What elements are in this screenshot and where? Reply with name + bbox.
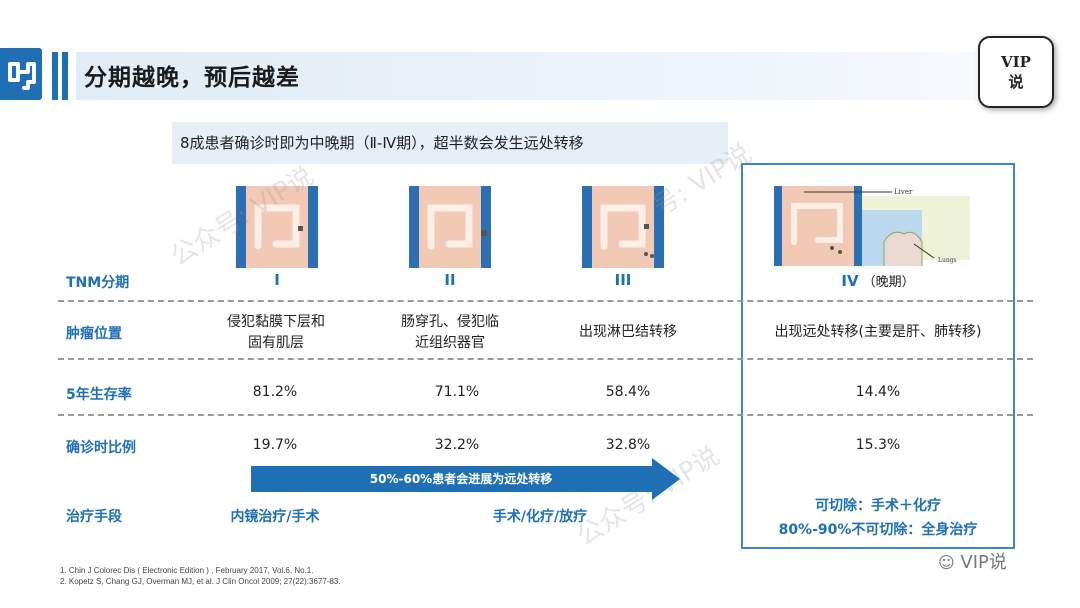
survival-stage3: 58.4% bbox=[605, 384, 651, 400]
wechat-label: VIP说 bbox=[960, 552, 1007, 573]
wechat-footer: ☺ VIP说 bbox=[938, 548, 1007, 574]
stage-IV: IV bbox=[841, 272, 859, 290]
location-stage2: 肠穿孔、侵犯临 近组织器官 bbox=[370, 312, 530, 354]
proportion-stage1: 19.7% bbox=[252, 437, 298, 453]
stage4-highlight-frame bbox=[741, 163, 1015, 549]
proportion-stage4: 15.3% bbox=[855, 437, 901, 453]
location-stage4: 出现远处转移(主要是肝、肺转移) bbox=[774, 324, 982, 340]
row-label-treatment: 治疗手段 bbox=[66, 509, 122, 525]
colon-stage1-image bbox=[236, 186, 318, 268]
page-title: 分期越晚，预后越差 bbox=[84, 65, 300, 91]
header-bar bbox=[76, 52, 976, 100]
header-accent-bar bbox=[62, 52, 68, 100]
vip-badge: VIP 说 bbox=[978, 36, 1054, 108]
row-label-location: 肿瘤位置 bbox=[66, 326, 122, 342]
subtitle: 8成患者确诊时即为中晚期（Ⅱ-Ⅳ期），超半数会发生远处转移 bbox=[172, 122, 728, 164]
treatment-stage23: 手术/化疗/放疗 bbox=[492, 509, 588, 525]
location-line: 近组织器官 bbox=[415, 335, 485, 351]
location-stage1: 侵犯黏膜下层和 固有肌层 bbox=[196, 312, 356, 354]
stage-IV-suffix: （晚期） bbox=[862, 275, 915, 290]
arrow-head-icon bbox=[652, 458, 680, 500]
survival-stage2: 71.1% bbox=[434, 384, 480, 400]
survival-stage1: 81.2% bbox=[252, 384, 298, 400]
treatment-stage4-line: 可切除：手术＋化疗 bbox=[815, 498, 941, 514]
location-line: 侵犯黏膜下层和 bbox=[227, 314, 325, 330]
wechat-icon: ☺ bbox=[938, 553, 955, 572]
reference-1: 1. Chin J Colorec Dis ( Electronic Editi… bbox=[60, 566, 314, 575]
location-stage3: 出现淋巴结转移 bbox=[579, 324, 677, 340]
treatment-stage1: 内镜治疗/手术 bbox=[230, 509, 320, 525]
lungs-label: Lungs bbox=[938, 257, 957, 264]
location-line: 固有肌层 bbox=[248, 335, 304, 351]
intestine-logo-icon bbox=[0, 48, 42, 100]
stage-III: III bbox=[614, 271, 632, 289]
reference-2: 2. Kopetz S, Chang GJ, Overman MJ, et al… bbox=[60, 577, 341, 586]
stage-II: II bbox=[444, 271, 456, 289]
header-accent-bar bbox=[52, 52, 58, 100]
proportion-stage2: 32.2% bbox=[434, 437, 480, 453]
location-line: 肠穿孔、侵犯临 bbox=[401, 314, 499, 330]
badge-line-2: 说 bbox=[1008, 73, 1024, 91]
survival-stage4: 14.4% bbox=[855, 384, 901, 400]
row-divider bbox=[58, 300, 1033, 302]
stage-IV-cell: IV （晚期） bbox=[741, 271, 1015, 290]
metastasis-arrow-text: 50%-60%患者会进展为远处转移 bbox=[369, 472, 553, 486]
row-divider bbox=[58, 358, 1033, 360]
row-label-survival: 5年生存率 bbox=[66, 387, 132, 403]
treatment-stage4: 可切除：手术＋化疗 80%-90%不可切除：全身治疗 bbox=[741, 494, 1015, 542]
colon-stage4-image: Liver Lungs bbox=[774, 186, 970, 266]
treatment-stage4-line: 80%-90%不可切除：全身治疗 bbox=[778, 522, 978, 538]
colon-stage3-image bbox=[582, 186, 664, 268]
proportion-stage3: 32.8% bbox=[605, 437, 651, 453]
stage-I: I bbox=[274, 271, 280, 289]
row-divider bbox=[58, 414, 1033, 416]
liver-label: Liver bbox=[894, 188, 913, 196]
colon-stage2-image bbox=[409, 186, 491, 268]
row-label-tnm: TNM分期 bbox=[66, 275, 130, 291]
row-label-proportion: 确诊时比例 bbox=[66, 440, 136, 456]
metastasis-arrow bbox=[251, 466, 653, 492]
badge-line-1: VIP bbox=[1001, 53, 1031, 71]
